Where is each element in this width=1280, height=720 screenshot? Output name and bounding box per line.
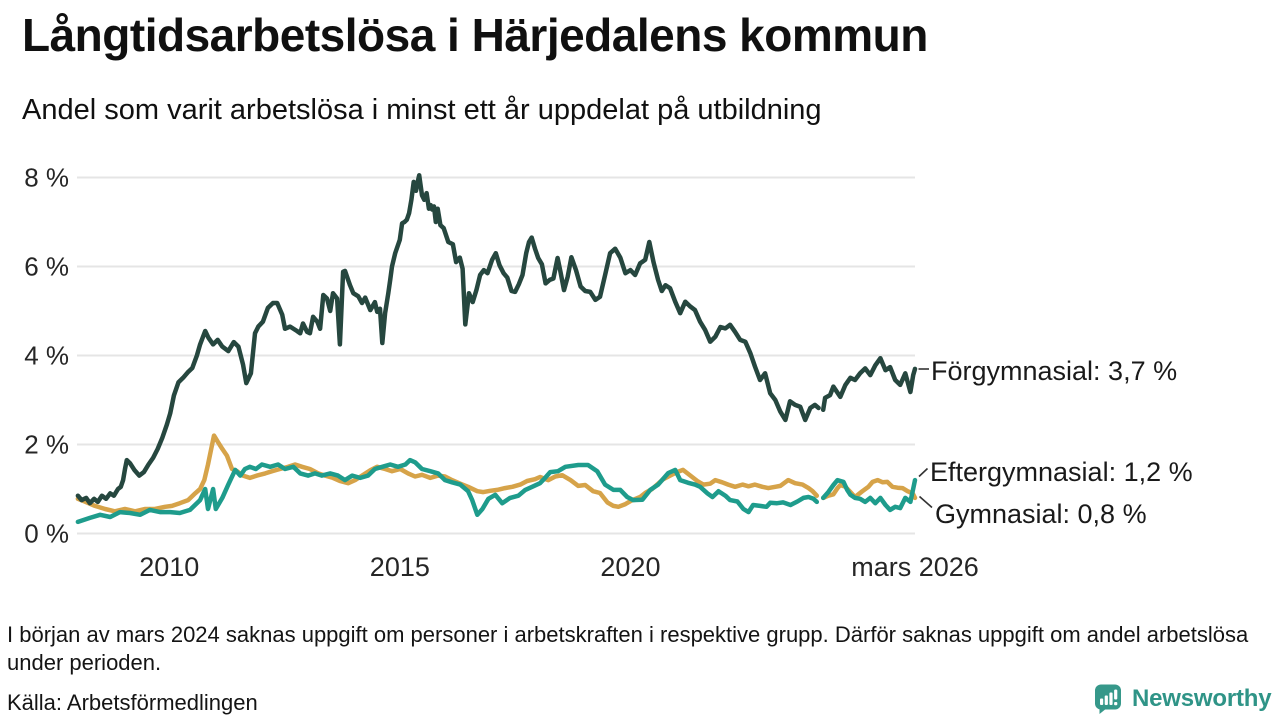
newsworthy-wordmark: Newsworthy — [1132, 684, 1272, 712]
footnote: I början av mars 2024 saknas uppgift om … — [7, 622, 1249, 676]
newsworthy-logo: Newsworthy — [1092, 683, 1272, 714]
series-line-eftergymnasial — [75, 457, 918, 525]
series-line-förgymnasial — [75, 173, 918, 506]
y-axis-tick-label: 4 % — [24, 341, 69, 371]
series-end-label-gymnasial: Gymnasial: 0,8 % — [935, 499, 1147, 529]
series-end-label-eftergymnasial: Eftergymnasial: 1,2 % — [930, 457, 1193, 487]
x-axis-tick-label: 2020 — [600, 552, 660, 582]
source-label: Källa: Arbetsförmedlingen — [7, 690, 258, 715]
series-line-gymnasial — [75, 433, 918, 514]
y-axis-tick-label: 2 % — [24, 430, 69, 460]
y-axis-tick-label: 6 % — [24, 252, 69, 282]
newsworthy-speech-bubble-chart-icon — [1095, 684, 1121, 714]
series-end-label-förgymnasial: Förgymnasial: 3,7 % — [931, 356, 1177, 386]
annotation-leader-line — [918, 495, 933, 509]
x-axis-tick-label: mars 2026 — [851, 552, 979, 582]
x-axis-tick-label: 2015 — [370, 552, 430, 582]
page-subtitle: Andel som varit arbetslösa i minst ett å… — [22, 94, 822, 126]
annotation-leader-line — [918, 467, 929, 478]
y-axis-tick-label: 8 % — [24, 163, 69, 193]
x-axis-tick-label: 2010 — [139, 552, 199, 582]
y-axis-tick-label: 0 % — [24, 519, 69, 549]
page-title: Långtidsarbetslösa i Härjedalens kommun — [22, 9, 928, 61]
